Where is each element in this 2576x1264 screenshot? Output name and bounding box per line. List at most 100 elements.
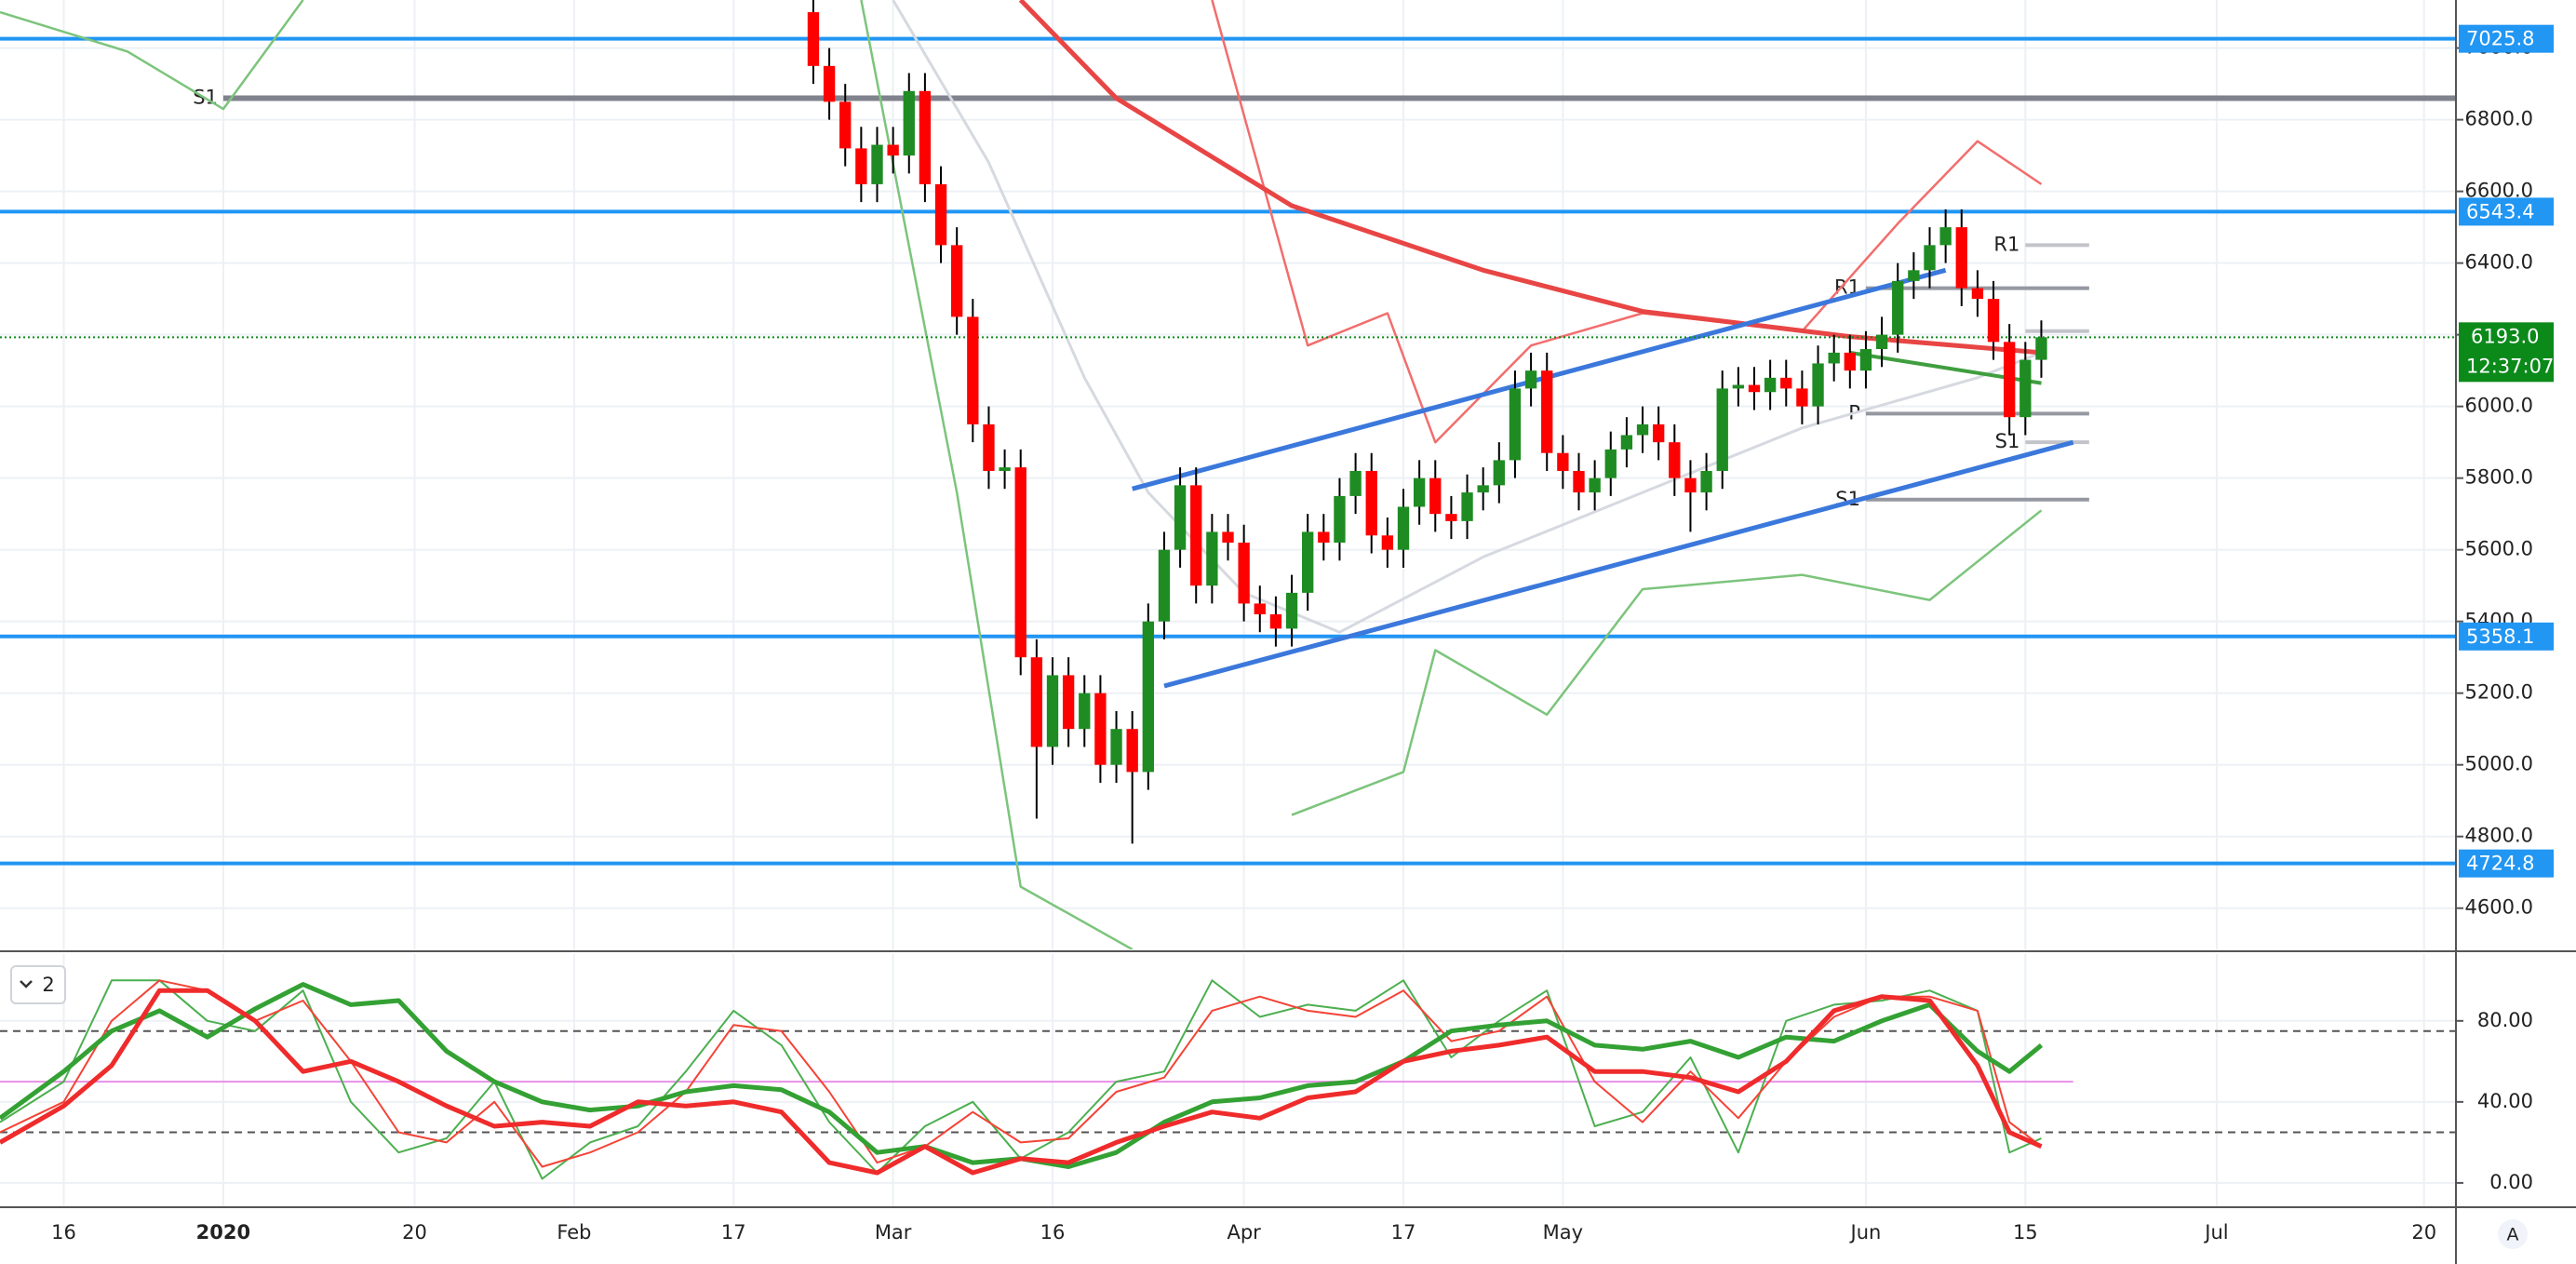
candle-body xyxy=(1812,363,1824,407)
candle-body xyxy=(1573,470,1585,493)
candle-body xyxy=(1413,477,1426,507)
candle-body xyxy=(1589,477,1601,493)
candle-body xyxy=(1653,424,1665,443)
candle-body xyxy=(1302,531,1314,593)
osc-line xyxy=(0,979,2043,1168)
candle-body xyxy=(1254,603,1266,614)
candle-body xyxy=(1445,514,1457,521)
x-tick-label: 20 xyxy=(2411,1221,2436,1244)
candle-body xyxy=(1397,506,1410,550)
candle-body xyxy=(839,101,852,149)
candle-body xyxy=(1429,477,1442,515)
y-tick-label: 0.00 xyxy=(2489,1171,2533,1193)
candle-body xyxy=(1334,495,1346,543)
label-layer: 16 2020 20 Feb 17 Mar 16 Apr 17 May Jun 15 Jul 204600… xyxy=(51,24,2554,1244)
candle-body xyxy=(871,144,883,184)
indicator-line xyxy=(892,0,2043,634)
x-tick-label: 17 xyxy=(721,1221,746,1244)
candle-body xyxy=(1684,477,1697,493)
y-tick-label: 40.00 xyxy=(2477,1090,2533,1112)
x-tick-label: Feb xyxy=(557,1221,591,1244)
level-box xyxy=(2459,849,2554,878)
candle-body xyxy=(887,144,899,156)
candle-body xyxy=(1014,467,1026,658)
candle-body xyxy=(2019,359,2032,418)
level-label: 6543.4 xyxy=(2466,200,2534,222)
pane-label: 2 xyxy=(42,974,54,996)
candle-body xyxy=(1206,531,1218,586)
pane-badge-box[interactable] xyxy=(10,965,66,1004)
level-box xyxy=(2459,622,2554,651)
candle-body xyxy=(1094,693,1107,765)
candle-body xyxy=(1844,352,1856,371)
candle-body xyxy=(1046,675,1059,747)
candle-body xyxy=(1780,377,1792,389)
candle-body xyxy=(807,12,820,66)
level-label: 5358.1 xyxy=(2466,625,2534,648)
candle-body xyxy=(1636,424,1649,436)
candle-body xyxy=(903,90,915,156)
last-price-label: 6193.0 xyxy=(2471,325,2539,347)
candle-body xyxy=(1924,245,1936,271)
level-box xyxy=(2459,197,2554,226)
x-tick-label: 20 xyxy=(402,1221,427,1244)
candle-body xyxy=(1700,470,1712,493)
candle-body xyxy=(1955,227,1967,289)
candle-body xyxy=(1142,621,1154,773)
candle-body xyxy=(1557,452,1569,471)
candle-body xyxy=(1796,388,1808,407)
candle-body xyxy=(2035,337,2047,360)
candle-body xyxy=(1987,299,2000,343)
pane-badge[interactable]: 2 xyxy=(10,965,66,1004)
y-tick-label: 6000.0 xyxy=(2465,395,2533,417)
candle-body xyxy=(1524,370,1537,389)
y-tick-label: 5800.0 xyxy=(2465,466,2533,489)
countdown-label: 12:37:07 xyxy=(2466,355,2554,377)
candle-body xyxy=(999,467,1011,471)
candle-body xyxy=(1859,349,1872,371)
y-tick-label: 4600.0 xyxy=(2465,896,2533,919)
candle-body xyxy=(2004,342,2016,418)
candle-body xyxy=(1126,729,1138,773)
candle-body xyxy=(1285,592,1298,629)
candle-body xyxy=(1110,729,1122,765)
auto-scale-circle[interactable] xyxy=(2498,1219,2528,1249)
candle-body xyxy=(1509,388,1522,461)
x-tick-label: 17 xyxy=(1391,1221,1416,1244)
y-tick-label: 5200.0 xyxy=(2465,681,2533,704)
candle-body xyxy=(1174,485,1187,550)
chevron-icon xyxy=(20,980,33,988)
x-tick-label: 2020 xyxy=(196,1221,250,1244)
y-tick-label: 5000.0 xyxy=(2465,753,2533,775)
x-tick-label: 16 xyxy=(51,1221,76,1244)
candle-body xyxy=(1908,270,1920,281)
indicator-line xyxy=(1132,267,1947,491)
x-tick-label: 15 xyxy=(2013,1221,2038,1244)
level-label: 4724.8 xyxy=(2466,853,2534,875)
candle-body xyxy=(967,316,979,424)
auto-scale-label: A xyxy=(2507,1225,2519,1245)
osc-line xyxy=(0,979,2042,1180)
y-tick-label: 4800.0 xyxy=(2465,825,2533,847)
candle-body xyxy=(823,65,836,102)
y-tick-label: 5600.0 xyxy=(2465,538,2533,560)
candle-body xyxy=(1318,531,1330,543)
candle-body xyxy=(1620,435,1633,450)
pivot-label: R1 xyxy=(1993,233,2019,255)
auto-scale-button[interactable]: A xyxy=(2498,1219,2528,1249)
candle-body xyxy=(1190,485,1202,586)
indicator-line xyxy=(1291,509,2043,816)
candle-body xyxy=(1349,470,1362,496)
candle-body xyxy=(1381,535,1394,550)
level-box xyxy=(2459,24,2554,53)
candle-body xyxy=(1604,449,1617,478)
candle-body xyxy=(1238,542,1250,604)
candle-body xyxy=(1764,377,1777,393)
indicator-line xyxy=(0,0,304,111)
candle-body xyxy=(1828,352,1840,364)
indicator-line xyxy=(1211,0,2043,444)
y-tick-label: 80.00 xyxy=(2477,1009,2533,1031)
pivot-label: S1 xyxy=(1995,430,2020,452)
